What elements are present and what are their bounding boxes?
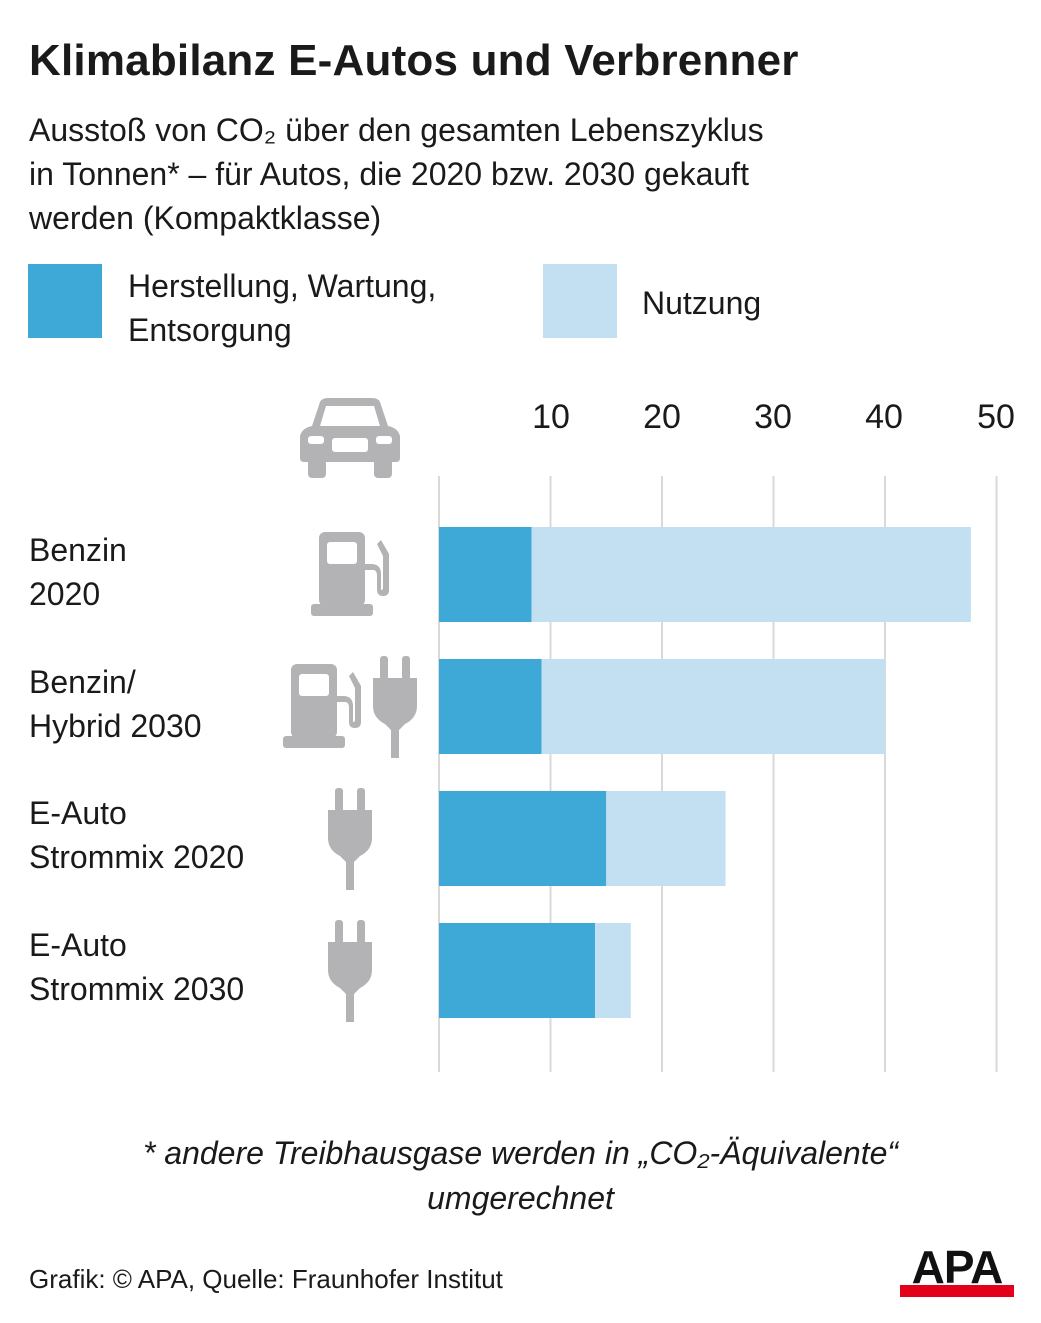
footnote-line-1: * andere Treibhausgase werden in „CO₂-Äq… xyxy=(142,1135,899,1171)
legend-label-nutzung-line-1: Nutzung xyxy=(642,285,762,321)
legend-label-herstellung: Herstellung, Wartung, Entsorgung xyxy=(128,264,436,352)
legend-label-herstellung-line-1: Herstellung, Wartung, xyxy=(128,268,437,304)
x-tick-label-40: 40 xyxy=(865,398,903,436)
category-label-eauto-2030-line-2: Strommix 2030 xyxy=(29,971,245,1007)
plug-icon xyxy=(328,788,372,890)
bar-herstellung-row-1 xyxy=(439,527,532,622)
x-tick-label-30: 30 xyxy=(754,398,792,436)
category-label-eauto-2030: E-Auto Strommix 2030 xyxy=(29,923,244,1011)
category-label-hybrid-2030-line-2: Hybrid 2030 xyxy=(29,708,202,744)
bar-herstellung-row-3 xyxy=(439,791,607,886)
legend-swatch-herstellung xyxy=(28,264,102,338)
car-icon xyxy=(300,398,400,478)
category-label-hybrid-2030: Benzin/ Hybrid 2030 xyxy=(29,660,202,748)
subtitle-line-2: in Tonnen* – für Autos, die 2020 bzw. 20… xyxy=(29,156,749,192)
subtitle-line-1: Ausstoß von CO₂ über den gesamten Lebens… xyxy=(29,112,764,148)
x-tick-label-20: 20 xyxy=(643,398,681,436)
source-credit: Grafik: © APA, Quelle: Fraunhofer Instit… xyxy=(29,1264,503,1294)
category-label-eauto-2020-line-1: E-Auto xyxy=(29,795,127,831)
category-label-benzin-2020-line-2: 2020 xyxy=(29,576,101,612)
chart-title: Klimabilanz E-Autos und Verbrenner xyxy=(29,36,799,85)
category-label-benzin-2020-line-1: Benzin xyxy=(29,532,127,568)
x-tick-label-10: 10 xyxy=(532,398,570,436)
chart-subtitle: Ausstoß von CO₂ über den gesamten Lebens… xyxy=(29,108,929,240)
legend-label-nutzung: Nutzung xyxy=(642,281,761,325)
legend-label-herstellung-line-2: Entsorgung xyxy=(128,312,292,348)
category-label-eauto-2020-line-2: Strommix 2020 xyxy=(29,839,245,875)
category-label-hybrid-2030-line-1: Benzin/ xyxy=(29,664,136,700)
apa-logo-text: APA xyxy=(912,1245,1003,1293)
bar-nutzung-row-1 xyxy=(531,527,971,622)
footnote-line-2: umgerechnet xyxy=(427,1180,614,1216)
fuel-pump-icon xyxy=(283,664,361,748)
bar-nutzung-row-2 xyxy=(541,659,885,754)
bar-herstellung-row-2 xyxy=(439,659,542,754)
plug-icon xyxy=(328,920,372,1022)
apa-logo: APA xyxy=(900,1245,1014,1297)
plug-icon xyxy=(373,656,417,758)
bar-nutzung-row-4 xyxy=(595,923,631,1018)
category-label-benzin-2020: Benzin 2020 xyxy=(29,528,127,616)
bar-nutzung-row-3 xyxy=(606,791,726,886)
subtitle-line-3: werden (Kompaktklasse) xyxy=(29,200,382,236)
legend-swatch-nutzung xyxy=(543,264,617,338)
footnote: * andere Treibhausgase werden in „CO₂-Äq… xyxy=(0,1131,1041,1221)
bar-herstellung-row-4 xyxy=(439,923,596,1018)
fuel-pump-icon xyxy=(311,532,389,616)
category-label-eauto-2030-line-1: E-Auto xyxy=(29,927,127,963)
category-label-eauto-2020: E-Auto Strommix 2020 xyxy=(29,791,244,879)
x-tick-label-50: 50 xyxy=(977,398,1015,436)
